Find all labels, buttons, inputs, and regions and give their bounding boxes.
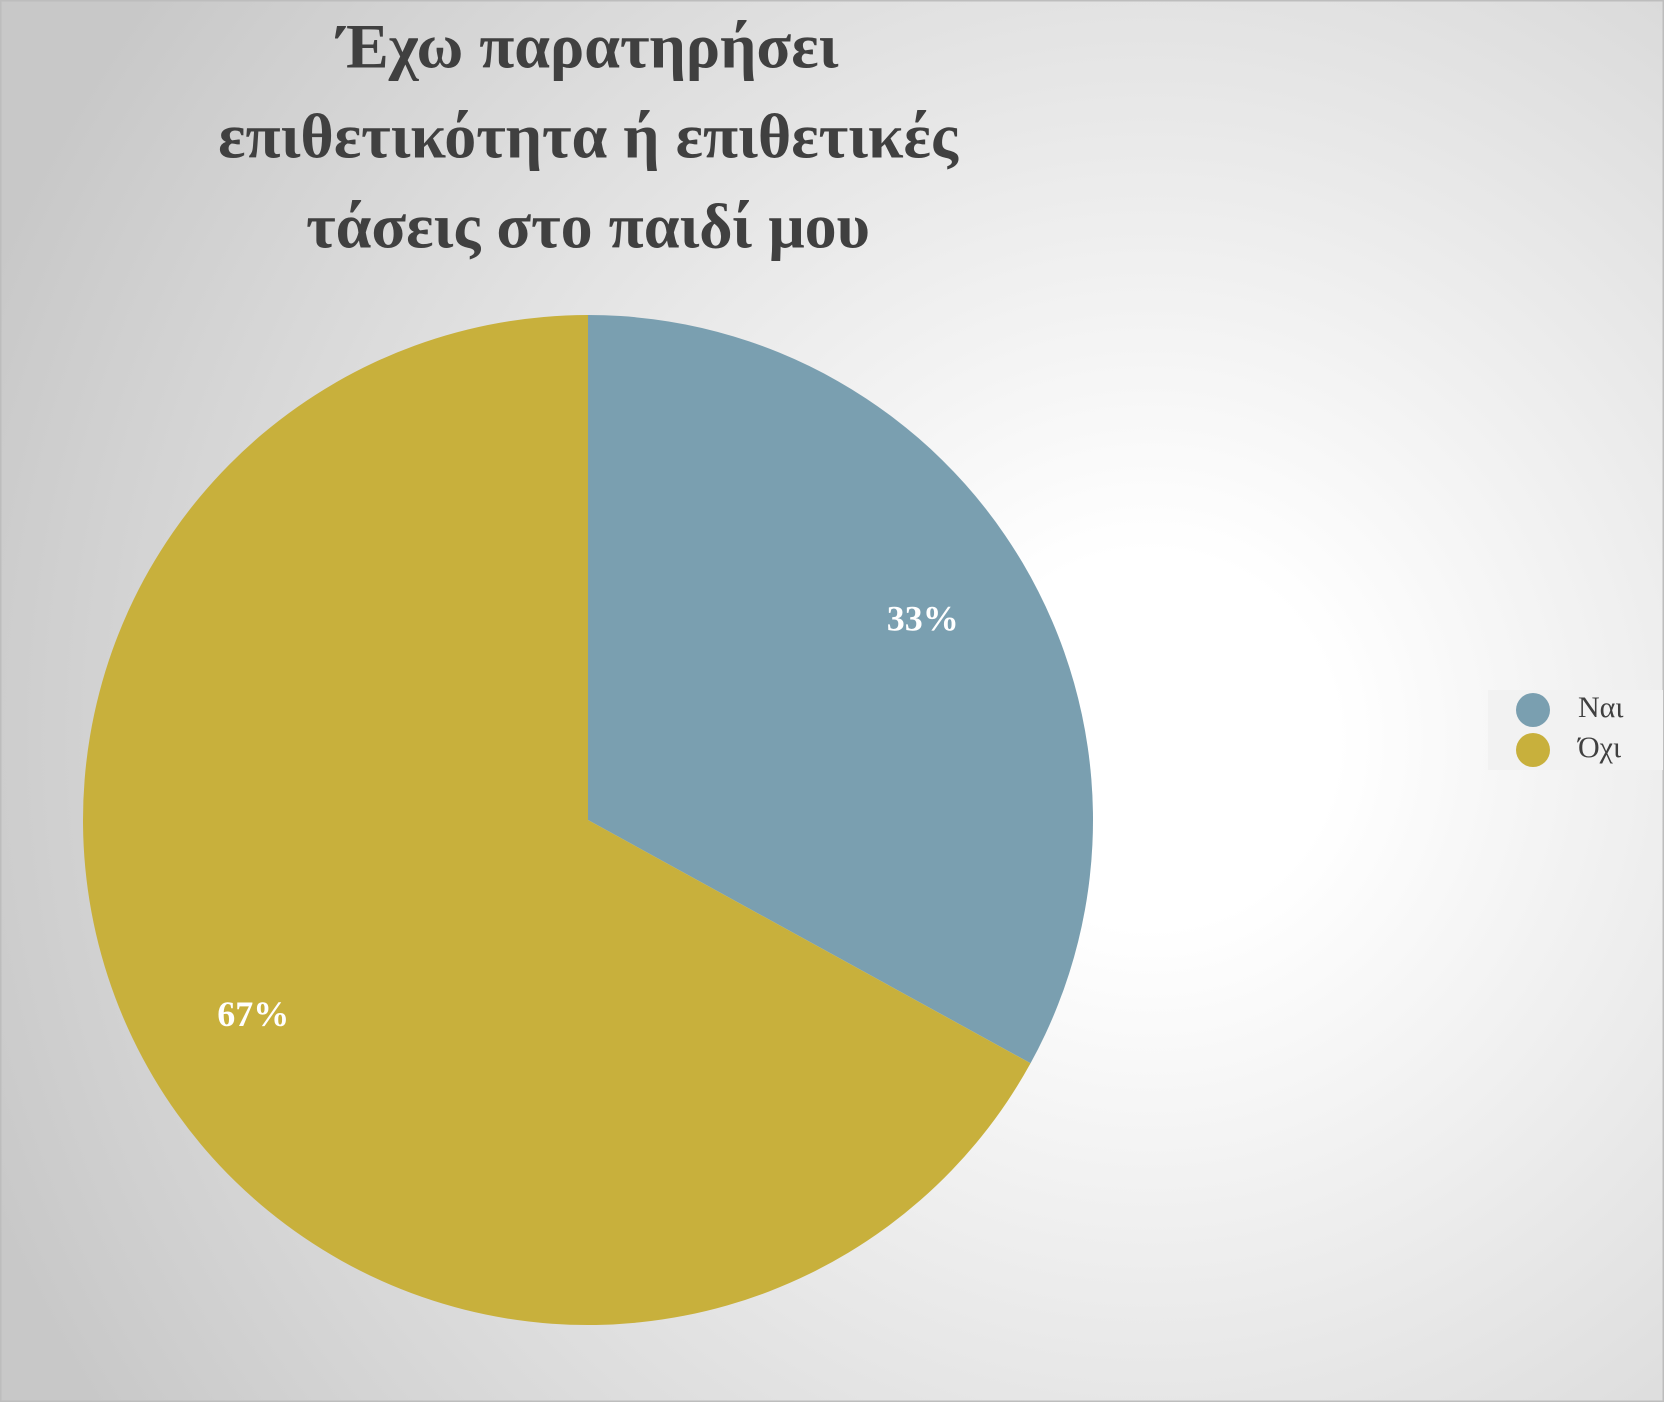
value-label: 67% bbox=[217, 994, 289, 1034]
legend-marker bbox=[1516, 733, 1550, 767]
legend-marker bbox=[1516, 693, 1550, 727]
pie-slice bbox=[588, 315, 1094, 1064]
legend-box bbox=[1488, 690, 1663, 770]
chart-title: Έχω παρατηρήσει bbox=[335, 11, 839, 82]
chart-title: τάσεις στο παιδί μου bbox=[306, 191, 870, 262]
pie-slice bbox=[83, 315, 1031, 1326]
legend-label: Ναι bbox=[1578, 691, 1623, 724]
legend-label: Όχι bbox=[1577, 731, 1621, 764]
value-label: 33% bbox=[887, 598, 959, 638]
chart-title: επιθετικότητα ή επιθετικές bbox=[218, 101, 959, 172]
